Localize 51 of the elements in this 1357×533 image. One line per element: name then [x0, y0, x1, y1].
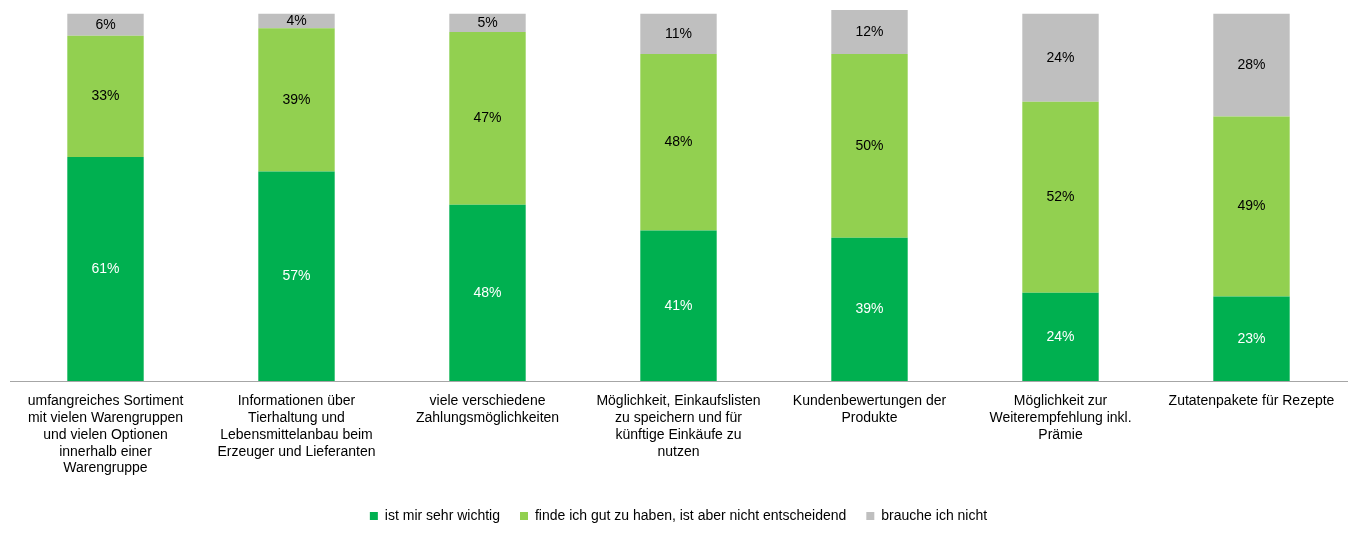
data-label: 5%: [477, 13, 498, 30]
data-label: 57%: [282, 267, 311, 284]
data-label: 28%: [1237, 55, 1266, 72]
data-label: 48%: [664, 133, 693, 150]
x-tick-label: Informationen über Tierhaltung und Lebensmittelanbau beim Erzeuger und Lieferanten: [217, 392, 376, 459]
data-label: 24%: [1046, 327, 1075, 344]
bar: [831, 54, 908, 238]
x-tick-label: viele verschiedene Zahlungsmöglichkeiten: [415, 392, 560, 426]
data-label: 23%: [1237, 329, 1266, 346]
data-label: 39%: [282, 90, 311, 107]
bar: [1213, 13, 1290, 117]
data-label: 11%: [665, 24, 692, 41]
bar: [1022, 292, 1099, 381]
data-label: 6%: [95, 15, 116, 32]
bar: [640, 54, 717, 231]
bar: [831, 237, 908, 381]
data-label: 48%: [473, 283, 502, 300]
bar: [1213, 116, 1290, 297]
data-label: 12%: [855, 22, 884, 39]
data-label: 4%: [286, 11, 307, 28]
bar: [449, 204, 526, 381]
bar: [1022, 13, 1099, 102]
legend-label: finde ich gut zu haben, ist aber nicht entscheidend: [534, 506, 847, 523]
bar: [67, 156, 144, 381]
legend-label: ist mir sehr wichtig: [384, 506, 500, 523]
data-label: 50%: [855, 136, 884, 153]
data-label: 61%: [91, 259, 120, 276]
x-tick-label: Möglichkeit, Einkaufslisten zu speichern und für künftige Einkäufe zu nutzen: [596, 392, 761, 459]
x-tick-label: Möglichkeit zur Weiterempfehlung inkl. Prämie: [989, 392, 1132, 442]
legend-label: brauche ich nicht: [881, 506, 988, 523]
bar: [449, 32, 526, 205]
bar: [258, 171, 335, 381]
x-tick-label: Zutatenpakete für Rezepte: [1168, 392, 1335, 409]
data-label: 47%: [473, 109, 502, 126]
data-label: 33%: [91, 87, 120, 104]
bar: [67, 35, 144, 157]
bar: [831, 10, 908, 55]
x-tick-label: umfangreiches Sortiment mit vielen Warengruppen und vielen Optionen innerhalb einer Warengruppe: [27, 392, 184, 476]
data-label: 49%: [1237, 197, 1266, 214]
bar: [1213, 296, 1290, 381]
x-tick-label: Kundenbewertungen der Produkte: [792, 392, 947, 426]
bar: [640, 13, 717, 55]
data-label: 39%: [855, 300, 884, 317]
bar: [67, 13, 144, 36]
bar: [640, 230, 717, 381]
bar: [449, 13, 526, 33]
data-label: 24%: [1046, 48, 1075, 65]
bar: [1022, 101, 1099, 293]
data-label: 52%: [1046, 188, 1075, 205]
bar: [258, 28, 335, 172]
data-label: 41%: [664, 296, 693, 313]
